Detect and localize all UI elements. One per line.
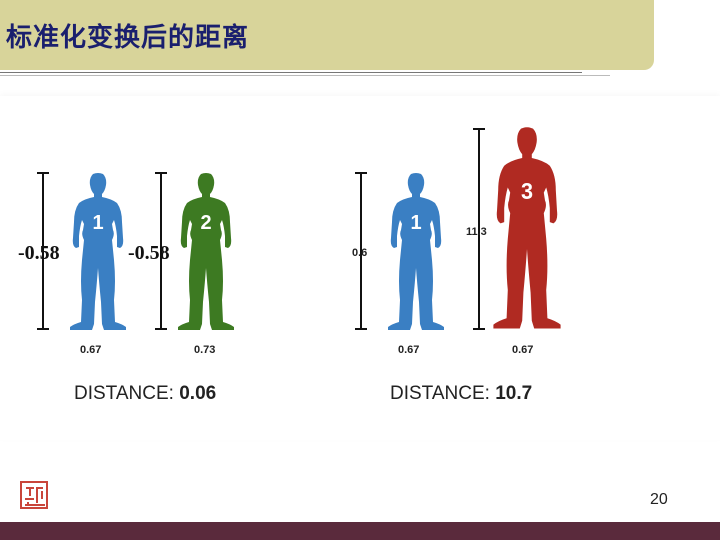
distance-text: DISTANCE: 10.7: [390, 383, 532, 405]
weight-label: 0.67: [512, 344, 534, 356]
page-number: 20: [650, 491, 668, 508]
height-ruler: [355, 172, 367, 330]
height-ruler: [473, 128, 485, 330]
person-figure-3: 3: [491, 126, 563, 331]
person-figure-1: 1: [386, 172, 446, 332]
weight-label: 0.67: [80, 344, 102, 356]
distance-prefix: DISTANCE:: [74, 383, 174, 404]
person-number: 2: [200, 212, 211, 234]
person-figure-1: 1: [68, 172, 128, 332]
weight-label: 0.67: [398, 344, 420, 356]
title-underline: [0, 72, 582, 73]
person-number: 1: [410, 212, 421, 234]
distance-value: 0.06: [179, 383, 217, 404]
person-figure-2: 2: [176, 172, 236, 332]
title-underline-secondary: [0, 75, 610, 76]
weight-label: 0.73: [194, 344, 216, 356]
height-label: -0.58: [128, 242, 170, 264]
distance-value: 10.7: [495, 383, 533, 404]
slide-title: 标准化变换后的距离: [6, 23, 250, 53]
seal-logo: [20, 481, 48, 509]
person-number: 3: [521, 178, 533, 204]
person-number: 1: [92, 212, 103, 234]
distance-prefix: DISTANCE:: [390, 383, 490, 404]
height-label: -0.58: [18, 242, 60, 264]
height-label: 11.3: [466, 226, 487, 238]
distance-text: DISTANCE: 0.06: [74, 383, 216, 405]
height-label: 0.6: [352, 247, 368, 259]
height-ruler: [155, 172, 167, 330]
title-bar: 标准化变换后的距离: [0, 0, 654, 70]
height-ruler: [37, 172, 49, 330]
footer-bar: [0, 522, 720, 540]
